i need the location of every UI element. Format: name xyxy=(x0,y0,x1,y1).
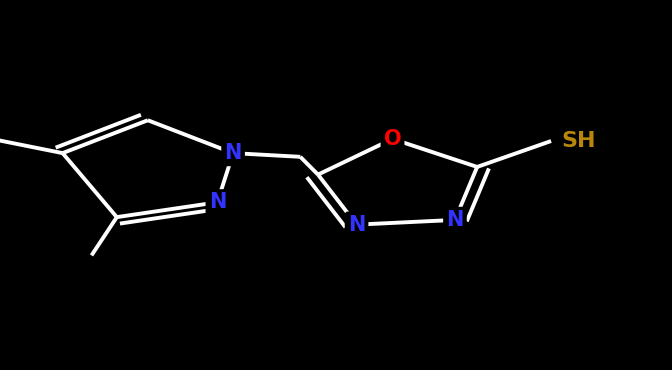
Text: N: N xyxy=(208,192,226,212)
Text: SH: SH xyxy=(561,131,595,151)
Text: N: N xyxy=(224,143,242,163)
Text: O: O xyxy=(384,129,401,149)
Text: N: N xyxy=(446,210,464,230)
Text: N: N xyxy=(348,215,366,235)
